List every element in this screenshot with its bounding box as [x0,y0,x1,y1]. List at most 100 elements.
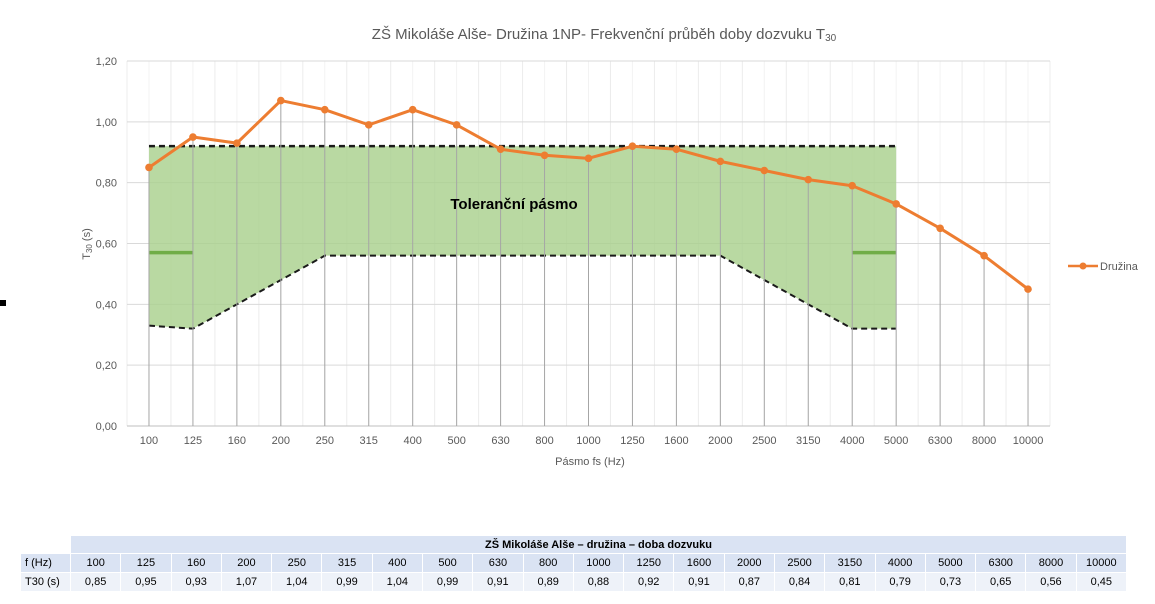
data-point [496,145,505,154]
data-point [189,133,197,141]
table-cell-f: 500 [421,553,474,573]
data-point [540,151,549,160]
x-tick-label: 125 [184,435,202,447]
data-point [716,157,725,166]
table-cell-f: 5000 [924,553,977,573]
table-cell-t30: 0,84 [773,572,826,592]
data-point [804,175,813,184]
data-point [628,142,637,150]
x-tick-label: 3150 [796,435,820,447]
table-cell-t30: 1,04 [271,572,323,592]
table-cell-f: 250 [271,553,323,573]
table-cell-f: 125 [120,553,172,573]
table-cell-f: 630 [472,553,524,573]
x-axis-ticks: 100 125 160 200 250 315 400 500 630 800 1000 1250 16… [140,435,1044,447]
x-tick-label: 315 [360,435,378,447]
y-tick-label: 1,20 [96,56,117,68]
data-point [848,181,857,190]
table-cell-f: 4000 [874,553,926,573]
table-cell-t30: 0,99 [321,572,373,592]
chart-title: ZŠ Mikoláše Alše- Družina 1NP- Frekvenčn… [372,26,837,44]
x-tick-label: 160 [228,435,246,447]
y-axis-title-sub: 30 [85,244,94,253]
y-tick-label: 0,40 [96,299,117,311]
tolerance-band [148,144,897,330]
table-cell-f: 1600 [673,553,725,573]
table-row-t30: T30 (s) 0,85 0,95 0,93 1,07 1,04 0,99 1,04 0,99… [20,572,1128,592]
table-cell-f: 1250 [623,553,675,573]
data-point [320,105,329,114]
chart-title-subscript: 30 [825,33,837,44]
table-corner [20,535,71,554]
table-cell-t30: 0,73 [924,572,977,592]
table-cell-f: 315 [321,553,373,573]
y-axis-title-main: T [81,253,93,260]
data-point [233,139,241,147]
chart-title-main: ZŠ Mikoláše Alše- Družina 1NP- Frekvenčn… [372,26,825,43]
table-cell-t30: 0,79 [874,572,926,592]
x-tick-label: 800 [535,435,553,447]
table-cell-f: 10000 [1075,553,1128,573]
table-cell-f: 160 [170,553,222,573]
data-point [584,154,593,163]
x-tick-label: 500 [447,435,465,447]
table-cell-t30: 0,91 [472,572,524,592]
data-point [760,166,769,175]
table-cell-f: 6300 [975,553,1027,573]
reverberation-chart: ZŠ Mikoláše Alše- Družina 1NP- Frekvenčn… [81,26,1139,468]
data-point [408,105,417,114]
table-title: ZŠ Mikoláše Alše – družina – doba dozvuk… [70,535,1127,554]
tolerance-lower-limit [148,254,897,330]
y-axis-title-unit: (s) [81,228,93,244]
legend: Družina [1068,261,1139,273]
table-title-row: ZŠ Mikoláše Alše – družina – doba dozvuk… [20,535,1127,554]
table-cell-t30: 0,92 [623,572,675,592]
left-edge-marker [0,300,6,306]
y-tick-label: 0,20 [96,360,117,372]
table-row-frequency: f (Hz) 100 125 160 200 250 315 400 500 630 800 100… [20,553,1128,573]
x-tick-label: 5000 [884,435,908,447]
table-cell-f: 8000 [1025,553,1077,573]
x-tick-label: 4000 [840,435,864,447]
table-cell-f: 400 [371,553,423,573]
x-tick-label: 200 [272,435,290,447]
drop-lines [148,100,1029,426]
data-point [145,163,153,172]
table-row-head-t: T30 (s) [20,572,71,592]
table-cell-t30: 0,87 [723,572,775,592]
table-cell-f: 2000 [723,553,775,573]
data-point [364,121,373,129]
x-tick-label: 6300 [928,435,952,447]
y-tick-label: 1,00 [96,117,117,129]
table-cell-t30: 1,07 [220,572,273,592]
y-tick-label: 0,60 [96,239,117,251]
table-cell-t30: 0,85 [69,572,122,592]
y-tick-label: 0,00 [96,421,117,433]
x-tick-label: 630 [491,435,509,447]
table-cell-t30: 0,65 [975,572,1027,592]
table-cell-t30: 0,81 [824,572,876,592]
tolerance-band-area [148,146,897,329]
data-point [1024,285,1032,293]
x-tick-label: 400 [404,435,422,447]
x-tick-label: 250 [316,435,334,447]
x-tick-label: 10000 [1013,435,1044,447]
table-cell-t30: 0,95 [120,572,172,592]
tolerance-band-label: Toleranční pásmo [450,196,577,213]
series-druzina [145,96,1032,293]
table-cell-t30: 0,99 [421,572,474,592]
table-cell-t30: 0,91 [673,572,725,592]
table-cell-t30: 0,88 [572,572,625,592]
x-tick-label: 2500 [752,435,776,447]
x-tick-label: 2000 [708,435,732,447]
table-cell-t30: 1,04 [371,572,423,592]
table-cell-f: 200 [220,553,273,573]
x-tick-label: 1250 [620,435,644,447]
table-cell-t30: 0,93 [170,572,222,592]
legend-marker [1079,262,1087,270]
x-tick-label: 100 [140,435,158,447]
data-point [980,251,988,260]
y-axis-title: T30 (s) [81,228,94,260]
table-cell-t30: 0,89 [522,572,574,592]
y-axis-ticks: 0,00 0,20 0,40 0,60 0,80 1,00 1,20 [96,56,117,433]
